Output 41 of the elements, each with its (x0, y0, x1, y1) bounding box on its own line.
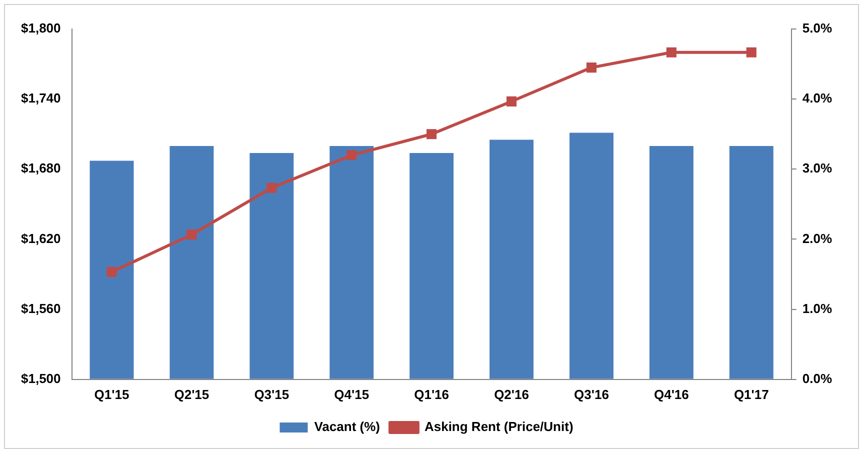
point (746, 47, 756, 58)
x-tick-label: Q4'16 (654, 386, 689, 402)
x-tick-label: Q2'15 (174, 386, 210, 402)
x-tick-label: Q3'16 (574, 386, 609, 402)
y-tick-label: $1,500 (20, 370, 61, 386)
point (346, 150, 357, 160)
bar (90, 160, 134, 379)
bar (569, 132, 614, 379)
bar (410, 153, 454, 379)
y2-tick-label: 4.0% (802, 90, 832, 106)
y-tick-label: $1,560 (20, 300, 61, 316)
point (586, 62, 597, 73)
point (106, 266, 117, 277)
y-tick-label: $1,740 (20, 90, 61, 106)
legend-label: Asking Rent (Price/Unit) (424, 419, 574, 434)
y2-tick-label: 2.0% (802, 230, 832, 246)
bar (649, 146, 694, 379)
x-tick-label: Q2'16 (494, 386, 529, 402)
bar (330, 146, 374, 379)
x-tick-label: Q1'16 (414, 386, 450, 402)
bar (490, 140, 534, 379)
x-tick-label: Q3'15 (254, 386, 290, 402)
x-tick-label: Q1'15 (94, 386, 130, 402)
legend-label: Vacant (%) (314, 419, 380, 434)
y2-tick-label: 5.0% (802, 20, 832, 36)
point (266, 182, 277, 193)
bar (250, 153, 294, 379)
point (666, 47, 676, 58)
bar (170, 146, 214, 379)
y2-tick-label: 1.0% (802, 300, 832, 316)
bar (729, 146, 774, 379)
point (186, 230, 197, 240)
y-tick-label: $1,620 (20, 230, 61, 246)
point (506, 96, 517, 106)
y2-tick-label: 0.0% (802, 370, 832, 386)
x-tick-label: Q1'17 (734, 386, 769, 402)
point (426, 129, 437, 140)
y-tick-label: $1,680 (20, 160, 61, 176)
x-tick-label: Q4'15 (334, 386, 370, 402)
y2-tick-label: 3.0% (802, 160, 832, 176)
y-tick-label: $1,800 (20, 20, 61, 36)
